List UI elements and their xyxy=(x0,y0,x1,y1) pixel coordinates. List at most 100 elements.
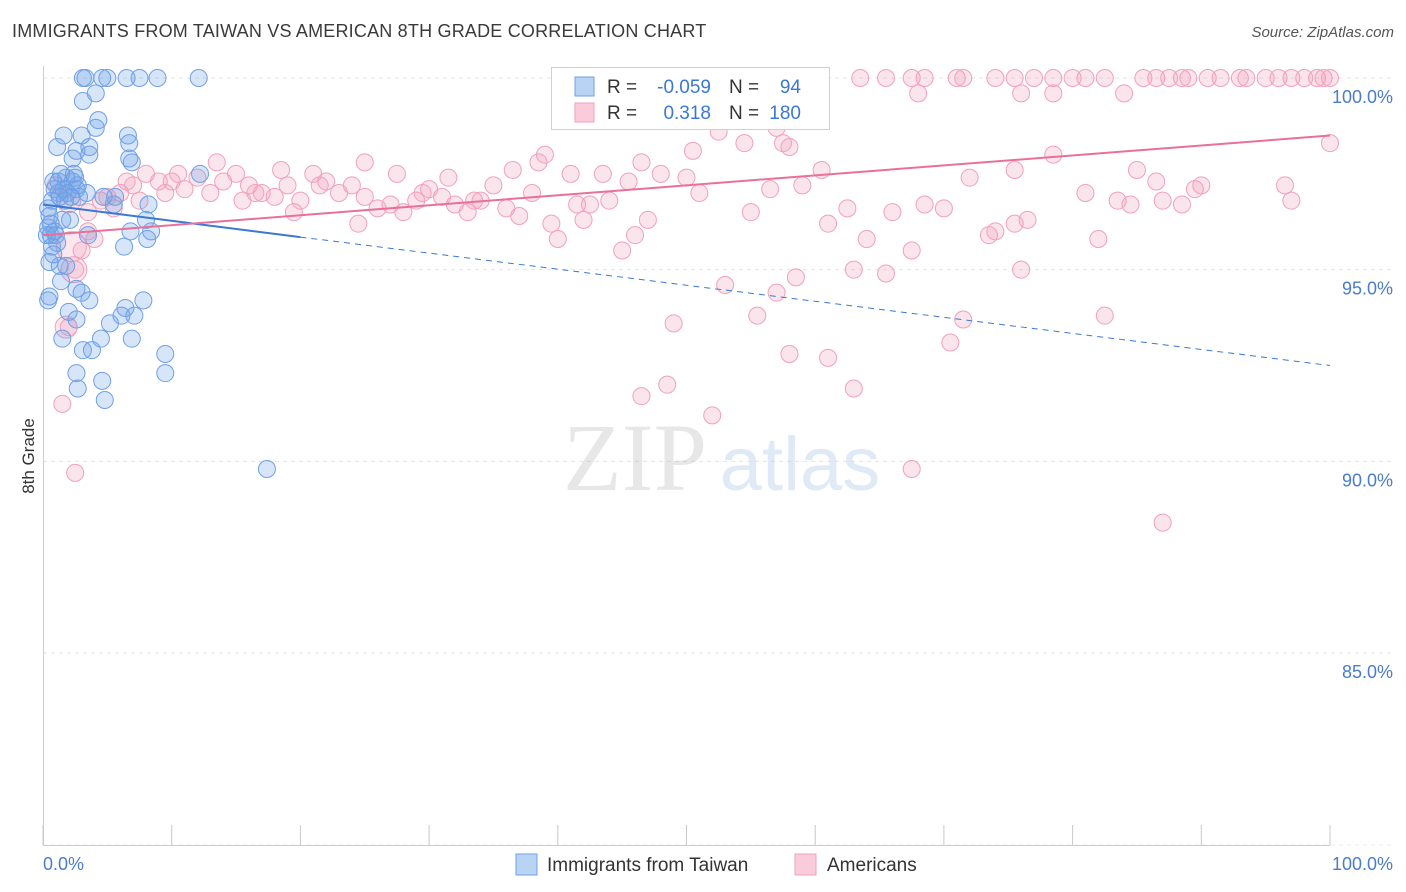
americans-point-71 xyxy=(1127,161,1146,179)
taiwan-point-21 xyxy=(63,149,82,168)
taiwan-point-66 xyxy=(39,291,58,310)
taiwan-point-78 xyxy=(67,364,86,383)
americans-point-9 xyxy=(1024,69,1043,87)
americans-point-100 xyxy=(53,394,72,413)
taiwan-point-74 xyxy=(122,329,141,348)
americans-point-116 xyxy=(227,164,246,183)
americans-point-35 xyxy=(735,134,754,153)
americans-trendline xyxy=(42,134,1331,237)
legend-r-value-americans: 0.318 xyxy=(663,103,711,124)
americans-point-13 xyxy=(1095,69,1114,87)
source-label: Source: ZipAtlas.com xyxy=(1251,24,1394,41)
bottom-legend-label-taiwan: Immigrants from Taiwan xyxy=(547,855,748,876)
americans-point-168 xyxy=(233,191,252,210)
y-tick-label-3: 85.0% xyxy=(1342,662,1393,682)
x-axis-ticks xyxy=(42,825,1331,845)
americans-point-112 xyxy=(175,180,194,199)
americans-cluster-point-2 xyxy=(54,315,78,339)
americans-point-86 xyxy=(767,283,786,302)
americans-point-15 xyxy=(1147,69,1166,87)
americans-point-160 xyxy=(156,184,175,202)
taiwan-point-54 xyxy=(79,226,98,245)
taiwan-point-75 xyxy=(73,341,92,360)
taiwan-point-90 xyxy=(59,302,78,321)
x-tick-label-start: 0.0% xyxy=(43,854,84,874)
taiwan-point-5 xyxy=(130,69,149,87)
americans-point-76 xyxy=(1192,176,1211,195)
americans-point-28 xyxy=(1314,69,1333,87)
americans-point-7 xyxy=(986,69,1005,87)
y-tick-label-2: 90.0% xyxy=(1342,470,1393,490)
taiwan-point-7 xyxy=(189,69,208,87)
taiwan-point-67 xyxy=(80,291,99,310)
watermark-zip: ZIP xyxy=(563,404,707,511)
americans-point-43 xyxy=(561,164,580,183)
taiwan-point-2 xyxy=(76,69,95,87)
y-tick-label-1: 95.0% xyxy=(1342,279,1393,299)
taiwan-point-12 xyxy=(54,126,73,145)
americans-point-165 xyxy=(79,203,98,222)
americans-point-85 xyxy=(1095,306,1114,325)
americans-point-126 xyxy=(355,187,374,206)
americans-point-72 xyxy=(1147,172,1166,191)
americans-point-140 xyxy=(542,214,561,233)
americans-point-42 xyxy=(535,145,554,164)
taiwan-point-63 xyxy=(52,272,71,291)
chart-title: IMMIGRANTS FROM TAIWAN VS AMERICAN 8TH G… xyxy=(12,21,707,41)
watermark: ZIP atlas xyxy=(563,404,880,511)
taiwan-point-61 xyxy=(50,256,69,275)
americans-point-154 xyxy=(529,153,548,172)
americans-point-164 xyxy=(117,172,136,191)
taiwan-point-3 xyxy=(98,69,117,87)
americans-point-136 xyxy=(484,176,503,195)
americans-point-79 xyxy=(1321,134,1339,153)
americans-point-83 xyxy=(941,333,960,352)
americans-point-156 xyxy=(310,176,329,195)
americans-point-147 xyxy=(638,210,657,229)
americans-point-12 xyxy=(1076,69,1095,87)
americans-point-148 xyxy=(355,153,374,172)
legend-n-value-taiwan: 94 xyxy=(780,77,802,98)
americans-point-134 xyxy=(458,203,477,222)
americans-point-167 xyxy=(349,214,368,233)
americans-point-151 xyxy=(439,168,458,187)
americans-point-8 xyxy=(1005,69,1024,87)
americans-point-84 xyxy=(1005,214,1024,233)
americans-point-67 xyxy=(1044,145,1063,164)
americans-point-31 xyxy=(1044,84,1063,103)
taiwan-point-89 xyxy=(72,283,91,302)
americans-point-125 xyxy=(342,176,361,195)
americans-point-21 xyxy=(1230,69,1249,87)
taiwan-point-55 xyxy=(121,222,140,241)
americans-point-24 xyxy=(1269,69,1288,87)
taiwan-point-93 xyxy=(43,237,62,256)
americans-point-96 xyxy=(703,406,722,425)
americans-point-53 xyxy=(819,214,838,233)
americans-point-46 xyxy=(580,195,599,214)
americans-point-5 xyxy=(947,69,966,87)
americans-point-39 xyxy=(632,153,651,172)
americans-point-97 xyxy=(902,460,921,478)
americans-points xyxy=(46,69,1339,532)
taiwan-point-27 xyxy=(44,172,63,191)
americans-point-69 xyxy=(1089,230,1108,248)
taiwan-point-81 xyxy=(68,379,87,398)
americans-point-30 xyxy=(1012,84,1031,103)
americans-point-65 xyxy=(1005,161,1024,179)
taiwan-trendline xyxy=(42,203,301,239)
taiwan-point-83 xyxy=(257,460,276,478)
taiwan-point-77 xyxy=(156,345,175,363)
bottom-legend-swatch-americans xyxy=(794,853,817,876)
americans-point-145 xyxy=(613,241,632,260)
taiwan-point-47 xyxy=(61,210,80,229)
bottom-legend-label-americans: Americans xyxy=(827,855,917,876)
americans-point-159 xyxy=(169,164,188,183)
americans-point-99 xyxy=(66,463,85,482)
taiwan-point-62 xyxy=(57,256,76,275)
taiwan-point-22 xyxy=(122,153,141,172)
americans-point-60 xyxy=(915,195,934,214)
americans-point-98 xyxy=(1153,513,1172,532)
bottom-legend-swatch-taiwan xyxy=(515,853,538,876)
trendlines xyxy=(42,134,1331,366)
americans-point-4 xyxy=(915,69,934,87)
